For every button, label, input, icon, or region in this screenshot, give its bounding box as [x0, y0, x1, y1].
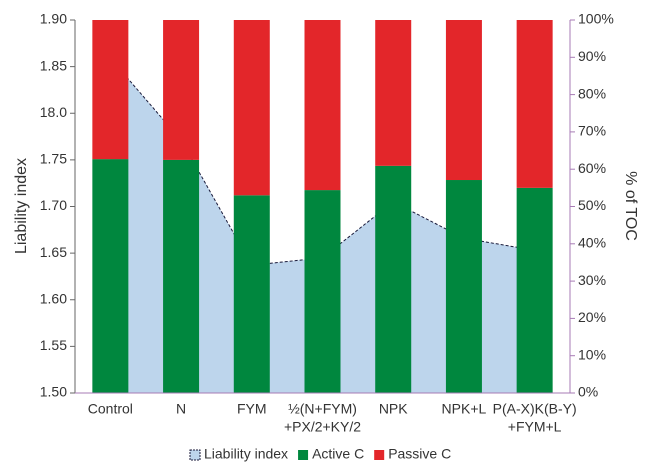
y2-tick-label: 90% [578, 48, 606, 64]
x-tick-label: N [176, 401, 186, 417]
bar [375, 20, 412, 166]
y2-tick-label: 70% [578, 123, 606, 139]
y2-tick-label: 20% [578, 309, 606, 325]
y-tick-label: 1.85 [40, 57, 67, 73]
y2-tick-label: 100% [578, 11, 614, 27]
bar [304, 20, 341, 191]
bar [445, 180, 482, 393]
y-axis-title: Liability index [13, 158, 30, 254]
bar [163, 20, 200, 160]
bar [516, 187, 553, 393]
legend-label: Passive C [388, 446, 451, 462]
y2-tick-label: 80% [578, 85, 606, 101]
x-tick-label: Control [88, 401, 133, 417]
bar [375, 165, 412, 393]
y2-tick-label: 40% [578, 235, 606, 251]
x-tick-label: +PX/2+KY/2 [284, 419, 361, 435]
bar [92, 159, 129, 393]
x-tick-label: NPK [379, 401, 408, 417]
x-tick-label: NPK+L [442, 401, 487, 417]
y-tick-label: 1.60 [40, 290, 67, 306]
y2-tick-label: 30% [578, 272, 606, 288]
legend-swatch [298, 450, 309, 460]
y2-tick-label: 10% [578, 346, 606, 362]
bar [516, 20, 553, 188]
y-tick-label: 18.0 [40, 104, 67, 120]
legend-swatch [374, 450, 385, 460]
bar [233, 195, 270, 393]
area [110, 58, 535, 394]
y2-tick-label: 60% [578, 160, 606, 176]
y-tick-label: 1.70 [40, 197, 67, 213]
x-tick-label: ½(N+FYM) [288, 401, 357, 417]
bar [233, 20, 270, 196]
y2-tick-label: 50% [578, 197, 606, 213]
x-tick-label: +FYM+L [508, 419, 562, 435]
bar [163, 159, 200, 393]
y-tick-label: 1.65 [40, 244, 67, 260]
y-tick-label: 1.50 [40, 384, 67, 400]
bar [445, 20, 482, 181]
x-tick-label: P(A-X)K(B-Y) [493, 401, 577, 417]
y-tick-label: 1.75 [40, 151, 67, 167]
legend-swatch [189, 449, 201, 461]
x-tick-label: FYM [237, 401, 267, 417]
y2-axis-title: % of TOC [622, 171, 639, 241]
bar [92, 20, 129, 160]
y-tick-label: 1.90 [40, 11, 67, 27]
y-tick-label: 1.55 [40, 337, 67, 353]
legend-label: Liability index [204, 446, 288, 462]
legend-label: Active C [312, 446, 364, 462]
y2-tick-label: 0% [578, 384, 598, 400]
bar [304, 190, 341, 393]
